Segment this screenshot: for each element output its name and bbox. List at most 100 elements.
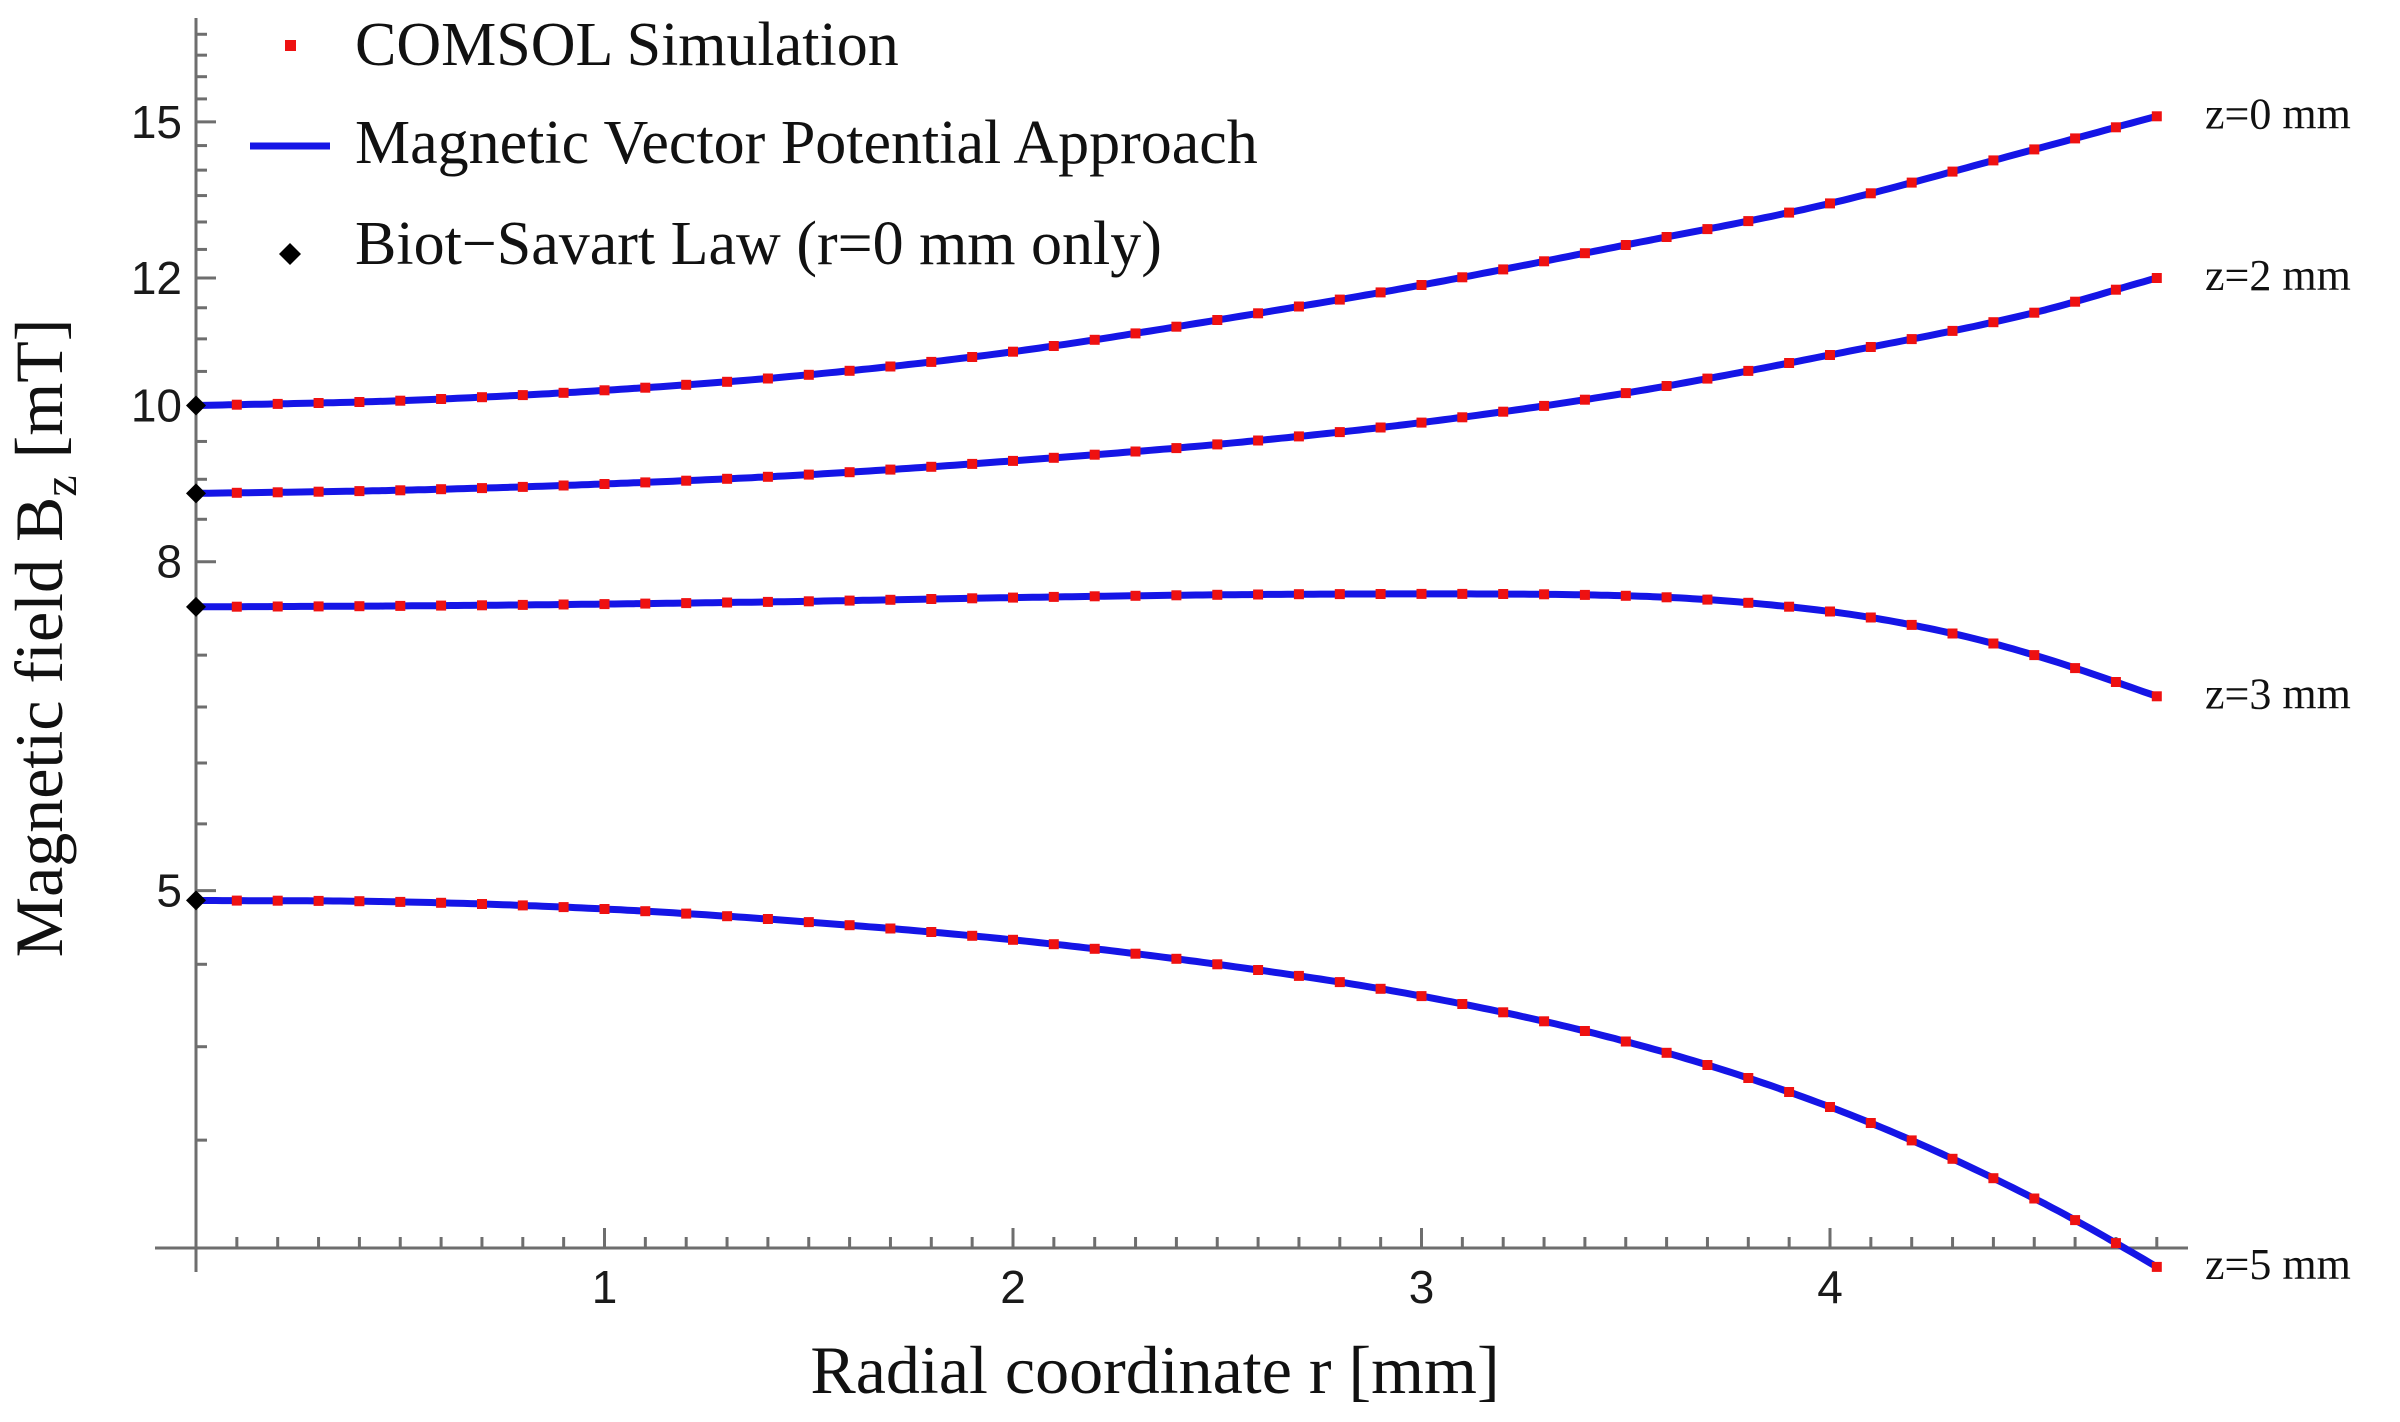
comsol-point	[2070, 296, 2081, 307]
comsol-point	[803, 469, 814, 480]
y-axis-title-main: Magnetic field B	[1, 497, 77, 958]
comsol-point	[1171, 953, 1182, 964]
comsol-point	[640, 477, 651, 488]
curves	[195, 112, 2159, 1270]
comsol-point	[1457, 588, 1468, 599]
comsol-point	[395, 395, 406, 406]
comsol-point	[231, 601, 242, 612]
comsol-point	[1620, 388, 1631, 399]
comsol-point	[1988, 1173, 1999, 1184]
comsol-point	[2029, 1193, 2040, 1204]
comsol-point	[844, 467, 855, 478]
comsol-point	[1171, 321, 1182, 332]
comsol-point	[354, 896, 365, 907]
markers: z=0 mm z=2 mm z=3 mm z=5 mm	[186, 89, 2351, 1289]
comsol-point	[1130, 328, 1141, 339]
comsol-point	[967, 930, 978, 941]
comsol-point	[1416, 588, 1427, 599]
comsol-point	[1334, 589, 1345, 600]
comsol-point	[313, 601, 324, 612]
comsol-point	[1865, 188, 1876, 199]
comsol-point	[1334, 294, 1345, 305]
y-tick-label: 10	[131, 380, 182, 432]
comsol-point	[1253, 965, 1264, 975]
comsol-point	[1457, 412, 1468, 423]
curve-label-2: z=2 mm	[2205, 251, 2351, 300]
comsol-point	[885, 923, 896, 934]
y-axis-title-unit: [mT]	[1, 319, 77, 476]
comsol-point	[517, 599, 528, 610]
comsol-point	[231, 895, 242, 906]
comsol-point	[885, 361, 896, 372]
comsol-point	[272, 895, 283, 906]
comsol-point	[1375, 287, 1386, 298]
comsol-point	[926, 356, 937, 367]
comsol-point	[1539, 1016, 1550, 1027]
comsol-point	[1048, 939, 1059, 950]
comsol-point	[1048, 452, 1059, 463]
comsol-point	[1702, 594, 1713, 605]
legend-label-mvp: Magnetic Vector Potential Approach	[355, 109, 1258, 177]
comsol-point	[1498, 264, 1509, 275]
legend-marker-comsol	[285, 40, 296, 51]
comsol-point	[2070, 663, 2081, 674]
y-axis-title: Magnetic field Bz [mT]	[1, 319, 87, 958]
comsol-point	[1784, 601, 1795, 612]
comsol-point	[681, 598, 692, 609]
comsol-point	[885, 464, 896, 475]
comsol-point	[272, 601, 283, 612]
y-tick-label: 8	[156, 536, 182, 588]
comsol-point	[1498, 589, 1509, 599]
comsol-point	[1784, 358, 1795, 368]
comsol-point	[1048, 341, 1059, 351]
comsol-point	[1539, 256, 1550, 267]
y-tick-label: 12	[131, 252, 182, 304]
comsol-point	[1130, 446, 1141, 457]
comsol-point	[1865, 612, 1876, 623]
comsol-point	[395, 485, 406, 496]
comsol-point	[1661, 381, 1672, 391]
comsol-point	[844, 920, 855, 931]
comsol-point	[926, 461, 937, 472]
y-tick-label: 5	[156, 865, 182, 917]
comsol-point	[517, 390, 528, 401]
comsol-point	[640, 598, 651, 609]
comsol-point	[1293, 589, 1304, 600]
comsol-point	[2029, 650, 2040, 661]
biot-savart-point	[186, 395, 206, 416]
comsol-point	[762, 373, 773, 384]
comsol-point	[2070, 1215, 2081, 1226]
comsol-point	[1253, 589, 1264, 600]
curve-label-3: z=3 mm	[2205, 669, 2351, 718]
comsol-point	[436, 897, 447, 908]
comsol-point	[1539, 400, 1550, 411]
comsol-point	[1457, 272, 1468, 283]
comsol-point	[1906, 1135, 1917, 1146]
comsol-point	[762, 914, 773, 924]
comsol-point	[517, 481, 528, 492]
comsol-point	[1784, 207, 1795, 218]
comsol-point	[722, 376, 733, 387]
comsol-point	[926, 927, 937, 937]
curve-label-4: z=5 mm	[2205, 1240, 2351, 1289]
biot-savart-point	[186, 596, 206, 617]
comsol-point	[558, 902, 569, 913]
comsol-point	[599, 479, 610, 489]
comsol-point	[477, 600, 487, 611]
comsol-point	[803, 369, 814, 380]
comsol-point	[1906, 619, 1917, 630]
comsol-point	[1988, 317, 1999, 328]
comsol-point	[558, 480, 569, 491]
y-axis-title-subscript: z	[34, 475, 87, 496]
comsol-point	[640, 906, 651, 917]
comsol-point	[1947, 1153, 1958, 1164]
comsol-point	[1375, 983, 1386, 994]
comsol-point	[967, 352, 978, 362]
comsol-point	[1293, 431, 1304, 442]
comsol-point	[2151, 691, 2162, 702]
comsol-point	[1825, 198, 1835, 209]
comsol-point	[1498, 406, 1509, 417]
comsol-point	[1334, 427, 1345, 438]
